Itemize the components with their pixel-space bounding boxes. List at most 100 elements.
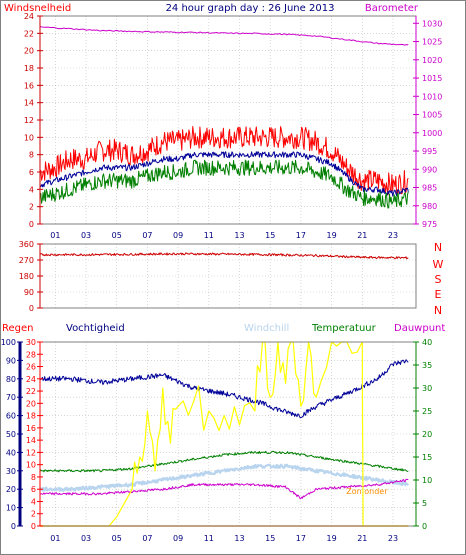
- humidity-line: [39, 359, 409, 419]
- y-tick-label: 995: [422, 147, 437, 156]
- y-tick-label: 1030: [422, 19, 442, 28]
- x-tick-label: 07: [142, 231, 152, 240]
- y-tick-label: 14: [26, 436, 36, 445]
- y-tick-label: 975: [422, 220, 437, 229]
- y-tick-label: 4: [29, 185, 34, 194]
- humidity-y-axis: 0 10 20 30 40 50 60 70 80 90 100: [1, 338, 23, 531]
- x-tick-label: 23: [388, 534, 398, 543]
- x-tick-label: 03: [81, 231, 91, 240]
- y-tick-label: 980: [422, 202, 437, 211]
- y-tick-label: 1005: [422, 111, 442, 120]
- y-tick-label: 26: [26, 363, 36, 372]
- x-tick-label: 05: [112, 231, 122, 240]
- y-tick-label: 0: [31, 522, 36, 531]
- wind-series-avg: [39, 151, 409, 197]
- compass-label-n2: N: [434, 304, 442, 317]
- y-tick-label: 12: [24, 116, 34, 125]
- chart-panels: 0246810121416182022249759809859909951000…: [1, 12, 443, 543]
- wind-series: [39, 26, 409, 209]
- y-tick-label: 20: [24, 47, 34, 56]
- y-tick-label: 22: [26, 387, 36, 396]
- x-tick-label: 11: [204, 231, 214, 240]
- compass-label-w: W: [433, 258, 444, 271]
- wind-x-labels: 01 03 05 07 09 11 13 15 17 19 21 23: [50, 231, 398, 240]
- direction-series: [39, 252, 409, 260]
- y-tick-label: 10: [26, 461, 36, 470]
- x-tick-label: 15: [265, 534, 275, 543]
- y-tick-label: 20: [6, 485, 16, 494]
- weather-legend: Regen Vochtigheid Windchill Temperatuur …: [2, 323, 445, 334]
- y-tick-label: 180: [19, 272, 34, 281]
- y-tick-label: 70: [6, 393, 16, 402]
- temperatuur-line: [39, 450, 409, 473]
- y-tick-label: 10: [24, 133, 34, 142]
- y-tick-label: 1020: [422, 56, 442, 65]
- baro-y-axis: 975 980 985 990 995 1000 1005 1010 1015 1020 1025 1…: [413, 19, 442, 229]
- y-tick-label: 5: [422, 499, 427, 508]
- y-tick-label: 1000: [422, 129, 442, 138]
- weather-grid-v: [55, 342, 394, 526]
- weather-x-labels: 01 03 05 07 09 11 13 15 17 19 21 23: [50, 534, 398, 543]
- compass-label-s: S: [435, 273, 442, 286]
- y-tick-label: 20: [422, 430, 432, 439]
- legend-dauwpunt: Dauwpunt: [394, 323, 445, 334]
- x-tick-label: 15: [265, 231, 275, 240]
- y-tick-label: 28: [26, 350, 36, 359]
- y-tick-label: 40: [422, 338, 432, 347]
- legend-vochtigheid: Vochtigheid: [66, 323, 125, 334]
- windchill-line: [39, 463, 410, 492]
- legend-regen: Regen: [2, 323, 34, 334]
- dauwpunt-line: [39, 478, 409, 500]
- x-tick-label: 01: [50, 231, 60, 240]
- y-tick-label: 0: [11, 522, 16, 531]
- y-tick-label: 18: [24, 64, 34, 73]
- x-tick-label: 03: [81, 534, 91, 543]
- y-tick-label: 1025: [422, 38, 442, 47]
- wind-series-gust: [39, 126, 409, 196]
- y-tick-label: 8: [31, 473, 36, 482]
- x-tick-label: 19: [326, 534, 336, 543]
- y-tick-label: 16: [24, 81, 34, 90]
- y-tick-label: 270: [19, 256, 34, 265]
- y-tick-label: 35: [422, 361, 432, 370]
- y-tick-label: 990: [422, 165, 437, 174]
- chart-title: 24 hour graph day : 26 June 2013: [166, 3, 335, 14]
- compass-labels: N W S E N: [433, 241, 444, 317]
- x-tick-label: 05: [112, 534, 122, 543]
- y-tick-label: 12: [26, 448, 36, 457]
- x-tick-label: 11: [204, 534, 214, 543]
- y-tick-label: 100: [1, 338, 16, 347]
- legend-temperatuur: Temperatuur: [311, 323, 377, 334]
- y-tick-label: 50: [6, 430, 16, 439]
- y-tick-label: 10: [6, 504, 16, 513]
- y-tick-label: 20: [26, 399, 36, 408]
- baro-legend-label: Barometer: [365, 3, 419, 14]
- x-tick-label: 09: [173, 231, 183, 240]
- compass-label-n1: N: [434, 241, 442, 254]
- y-tick-label: 22: [24, 29, 34, 38]
- y-tick-label: 1010: [422, 92, 442, 101]
- y-tick-label: 0: [29, 220, 34, 229]
- y-tick-label: 8: [29, 151, 34, 160]
- y-tick-label: 24: [26, 375, 36, 384]
- y-tick-label: 24: [24, 12, 34, 21]
- y-tick-label: 985: [422, 184, 437, 193]
- y-tick-label: 14: [24, 99, 34, 108]
- y-tick-label: 360: [19, 240, 34, 249]
- x-tick-label: 21: [357, 231, 367, 240]
- y-tick-label: 15: [422, 453, 432, 462]
- barometer-line: [39, 26, 409, 46]
- y-tick-label: 0: [422, 522, 427, 531]
- sunset-annotation: Zon onder: [346, 487, 388, 496]
- x-tick-label: 07: [142, 534, 152, 543]
- y-tick-label: 30: [26, 338, 36, 347]
- x-tick-label: 23: [388, 231, 398, 240]
- x-tick-label: 13: [234, 231, 244, 240]
- x-tick-label: 09: [173, 534, 183, 543]
- y-tick-label: 1015: [422, 74, 442, 83]
- y-tick-label: 80: [6, 375, 16, 384]
- y-tick-label: 40: [6, 448, 16, 457]
